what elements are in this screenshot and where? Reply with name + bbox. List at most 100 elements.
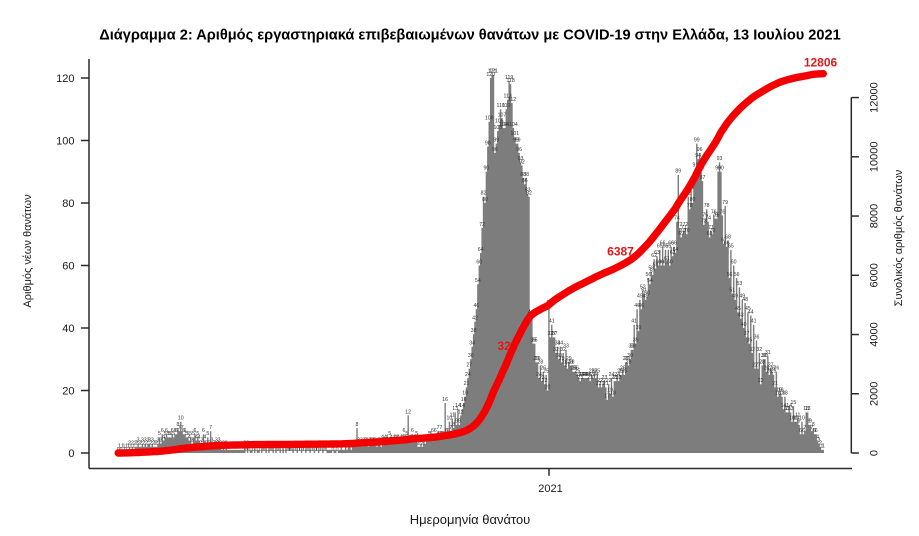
svg-text:2: 2 (154, 441, 157, 447)
svg-text:6: 6 (434, 428, 437, 434)
svg-text:23: 23 (539, 375, 545, 381)
svg-text:6: 6 (411, 428, 414, 434)
svg-text:6: 6 (161, 428, 164, 434)
svg-text:28: 28 (626, 359, 632, 365)
svg-text:66: 66 (724, 241, 730, 247)
svg-text:120: 120 (486, 72, 495, 78)
svg-text:11: 11 (450, 412, 455, 418)
svg-text:26: 26 (572, 366, 578, 372)
svg-text:0: 0 (277, 447, 280, 453)
svg-text:14: 14 (459, 403, 465, 409)
svg-text:19: 19 (776, 387, 782, 393)
svg-text:22: 22 (542, 378, 548, 384)
svg-text:13: 13 (805, 406, 811, 412)
svg-text:10: 10 (793, 416, 799, 422)
svg-text:60: 60 (656, 259, 662, 265)
svg-text:0: 0 (270, 447, 273, 453)
svg-text:0: 0 (294, 447, 297, 453)
svg-text:33: 33 (630, 344, 636, 350)
svg-text:29: 29 (533, 356, 539, 362)
svg-text:48: 48 (742, 297, 748, 303)
svg-text:37: 37 (550, 331, 556, 337)
svg-text:17: 17 (604, 394, 610, 400)
svg-text:45: 45 (735, 306, 741, 312)
svg-text:0: 0 (266, 447, 269, 453)
svg-text:5: 5 (169, 431, 172, 437)
svg-text:0: 0 (245, 447, 248, 453)
svg-text:1: 1 (118, 444, 121, 450)
svg-text:24: 24 (582, 372, 588, 378)
svg-text:6: 6 (802, 428, 805, 434)
svg-text:26: 26 (764, 366, 770, 372)
svg-text:69: 69 (707, 231, 713, 237)
svg-text:13: 13 (788, 406, 794, 412)
svg-text:75: 75 (712, 212, 718, 218)
svg-text:19: 19 (607, 387, 613, 393)
svg-text:68: 68 (725, 234, 731, 240)
svg-text:8: 8 (812, 422, 815, 428)
svg-text:39: 39 (636, 325, 642, 331)
svg-text:29: 29 (559, 356, 565, 362)
svg-text:37: 37 (744, 331, 750, 337)
svg-text:3: 3 (191, 437, 194, 443)
svg-text:2: 2 (128, 441, 131, 447)
svg-text:43: 43 (738, 312, 744, 318)
svg-text:93: 93 (717, 156, 723, 162)
svg-text:8000: 8000 (869, 204, 881, 228)
svg-text:3: 3 (159, 437, 162, 443)
svg-text:107: 107 (498, 112, 507, 118)
svg-text:4: 4 (381, 434, 384, 440)
svg-text:1: 1 (121, 444, 124, 450)
svg-text:70: 70 (710, 228, 716, 234)
svg-text:26: 26 (573, 366, 579, 372)
svg-text:0: 0 (324, 447, 327, 453)
svg-text:3: 3 (147, 437, 150, 443)
svg-text:86: 86 (522, 178, 528, 184)
svg-text:119: 119 (505, 75, 513, 81)
svg-text:26: 26 (769, 366, 775, 372)
svg-text:33: 33 (629, 344, 635, 350)
svg-text:9: 9 (808, 419, 811, 425)
svg-text:49: 49 (637, 294, 643, 300)
svg-text:7: 7 (810, 425, 813, 431)
svg-text:8: 8 (356, 422, 359, 428)
svg-text:29: 29 (535, 356, 541, 362)
svg-text:30: 30 (468, 353, 474, 359)
svg-text:2: 2 (418, 441, 421, 447)
svg-text:2: 2 (149, 441, 152, 447)
svg-text:24: 24 (579, 372, 585, 378)
svg-text:69: 69 (678, 231, 684, 237)
svg-text:Αριθμός νέων θανάτων: Αριθμός νέων θανάτων (22, 194, 34, 308)
svg-text:63: 63 (670, 250, 676, 256)
svg-text:34: 34 (555, 341, 561, 347)
svg-text:49: 49 (643, 294, 649, 300)
svg-text:87: 87 (700, 175, 706, 181)
svg-text:2: 2 (142, 441, 145, 447)
svg-text:28: 28 (538, 359, 544, 365)
svg-text:18: 18 (782, 391, 788, 397)
svg-text:23: 23 (587, 375, 593, 381)
svg-text:75: 75 (714, 212, 720, 218)
svg-text:2: 2 (421, 441, 424, 447)
svg-text:10: 10 (789, 416, 795, 422)
svg-text:22: 22 (600, 378, 606, 384)
svg-text:72: 72 (479, 222, 485, 228)
svg-text:30: 30 (761, 353, 767, 359)
svg-text:112: 112 (508, 97, 516, 103)
svg-text:53: 53 (737, 281, 743, 287)
svg-text:0: 0 (323, 447, 326, 453)
svg-text:83: 83 (525, 187, 531, 193)
svg-text:3: 3 (137, 437, 140, 443)
svg-text:33: 33 (563, 344, 569, 350)
svg-text:2: 2 (152, 441, 155, 447)
svg-text:70: 70 (680, 228, 686, 234)
svg-text:4000: 4000 (869, 322, 881, 346)
svg-text:64: 64 (673, 247, 679, 253)
svg-text:6: 6 (813, 428, 816, 434)
svg-text:0: 0 (276, 447, 279, 453)
svg-text:37: 37 (552, 331, 558, 337)
svg-text:93: 93 (518, 156, 524, 162)
svg-text:9: 9 (455, 419, 458, 425)
svg-text:34: 34 (557, 341, 563, 347)
svg-text:3: 3 (818, 437, 821, 443)
